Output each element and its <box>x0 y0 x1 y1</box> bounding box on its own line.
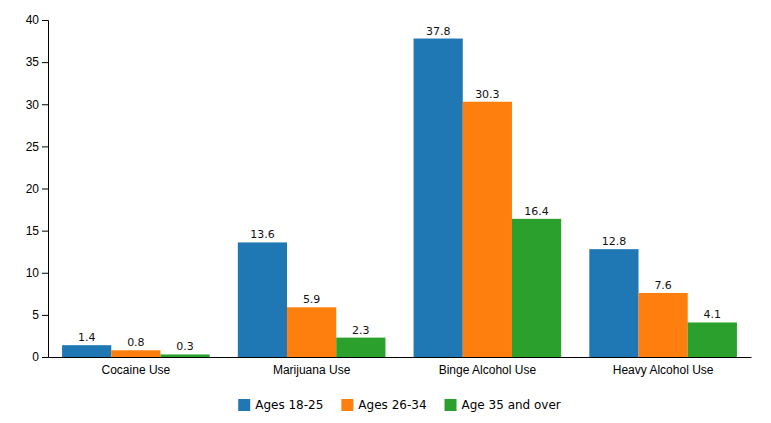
data-label: 4.1 <box>704 308 722 321</box>
data-label: 1.4 <box>78 331 96 344</box>
y-tick-label: 5 <box>32 308 39 322</box>
bar <box>512 219 561 357</box>
bar <box>688 322 737 357</box>
bar <box>238 242 287 357</box>
y-tick-label: 10 <box>26 266 40 280</box>
legend-item: Ages 26-34 <box>341 398 426 412</box>
bars <box>62 39 737 357</box>
legend-swatch <box>238 399 250 411</box>
data-label: 2.3 <box>352 324 370 337</box>
y-tick-label: 15 <box>26 224 40 238</box>
y-tick-mark <box>42 315 48 316</box>
bar <box>336 338 385 357</box>
y-tick: 30 <box>26 98 48 112</box>
data-label: 0.8 <box>127 336 145 349</box>
bar-series <box>160 219 736 357</box>
y-tick: 40 <box>26 13 48 27</box>
legend-item: Age 35 and over <box>445 398 561 412</box>
bar-series <box>111 102 687 357</box>
legend: Ages 18-25 Ages 26-34 Age 35 and over <box>238 398 561 412</box>
x-tick-label: Marijuana Use <box>273 363 351 377</box>
y-tick: 10 <box>26 266 48 280</box>
y-tick-label: 0 <box>32 350 39 364</box>
data-label: 37.8 <box>426 25 451 38</box>
x-tick: Cocaine Use <box>102 363 171 377</box>
x-axis-line <box>49 357 752 358</box>
bar <box>62 345 111 357</box>
data-label: 13.6 <box>250 228 274 241</box>
bar <box>589 249 638 357</box>
y-axis-line <box>42 21 49 358</box>
bar <box>287 307 336 357</box>
y-tick: 5 <box>32 308 48 322</box>
y-tick-label: 35 <box>26 55 40 69</box>
y-tick-mark <box>42 104 48 105</box>
x-tick-label: Heavy Alcohol Use <box>613 363 714 377</box>
data-labels: 1.4 13.6 37.8 12.8 0.8 5.9 30.3 7.6 0.3 2.3 16.4 4.… <box>78 25 721 354</box>
y-tick-mark <box>42 189 48 190</box>
legend-swatch <box>341 399 353 411</box>
y-tick: 15 <box>26 224 48 238</box>
y-tick: 0 <box>32 350 48 364</box>
x-tick: Binge Alcohol Use <box>439 363 537 377</box>
x-tick-label: Cocaine Use <box>102 363 171 377</box>
bar <box>160 354 209 357</box>
data-label: 5.9 <box>303 293 321 306</box>
bar-series <box>62 39 638 357</box>
x-tick-label: Binge Alcohol Use <box>439 363 537 377</box>
y-tick-mark <box>42 146 48 147</box>
legend-label: Ages 26-34 <box>358 398 426 412</box>
bar <box>463 102 512 357</box>
y-tick: 20 <box>26 182 48 196</box>
y-tick-label: 30 <box>26 98 40 112</box>
data-label: 16.4 <box>524 205 549 218</box>
bar <box>111 350 160 357</box>
bar <box>414 39 463 357</box>
legend-item: Ages 18-25 <box>238 398 323 412</box>
y-tick-mark <box>42 62 48 63</box>
y-tick-mark <box>42 273 48 274</box>
plot: 1.4 13.6 37.8 12.8 0.8 5.9 30.3 7.6 0.3 2.3 16.4 4.… <box>26 13 752 376</box>
bar <box>639 293 688 357</box>
x-tick: Heavy Alcohol Use <box>613 363 714 377</box>
y-tick-mark <box>42 231 48 232</box>
data-label: 0.3 <box>176 340 194 353</box>
y-axis: 0 5 10 15 20 25 30 35 40 <box>26 13 49 364</box>
y-tick-label: 25 <box>26 140 40 154</box>
data-label: 30.3 <box>475 88 500 101</box>
chart: 1.4 13.6 37.8 12.8 0.8 5.9 30.3 7.6 0.3 2.3 16.4 4.… <box>0 0 771 423</box>
y-tick: 35 <box>26 55 48 69</box>
y-tick-label: 20 <box>26 182 40 196</box>
y-tick: 25 <box>26 140 48 154</box>
y-tick-label: 40 <box>26 13 40 27</box>
y-tick-mark <box>42 20 48 21</box>
data-label: 12.8 <box>602 235 627 248</box>
legend-label: Ages 18-25 <box>255 398 323 412</box>
x-tick: Marijuana Use <box>273 363 351 377</box>
x-axis: Cocaine Use Marijuana Use Binge Alcohol Us… <box>49 358 752 377</box>
y-tick-mark <box>42 357 48 358</box>
legend-label: Age 35 and over <box>462 398 561 412</box>
data-label: 7.6 <box>654 279 672 292</box>
legend-swatch <box>445 399 457 411</box>
